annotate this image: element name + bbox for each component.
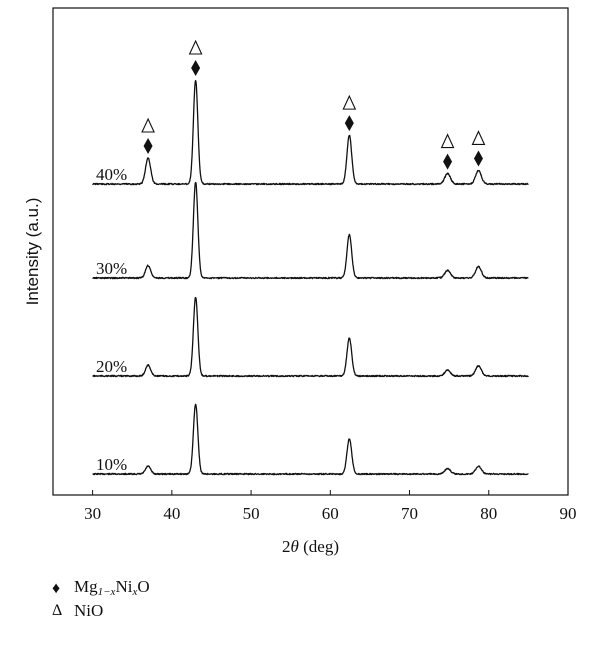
series-line-10pct — [92, 403, 529, 476]
triangle-marker-3 — [440, 133, 455, 149]
series-line-30pct — [92, 181, 529, 280]
triangle-marker-4 — [471, 130, 486, 146]
series-label-40pct: 40% — [96, 165, 127, 184]
x-tick-label-70: 70 — [401, 504, 418, 523]
x-tick-label-60: 60 — [322, 504, 339, 523]
legend: ♦ Mg1−xNixO Δ NiO — [52, 576, 150, 622]
legend-item-nio: Δ NiO — [52, 600, 150, 622]
triangle-marker-2 — [342, 94, 357, 110]
diamond-icon: ♦ — [52, 580, 61, 597]
diamond-marker-0 — [143, 138, 153, 154]
series-line-40pct — [92, 79, 529, 186]
x-tick-label-80: 80 — [480, 504, 497, 523]
diamond-marker-2 — [344, 115, 354, 132]
x-axis-label: 2θ (deg) — [282, 537, 339, 556]
diamond-marker-4 — [473, 150, 483, 167]
diamond-marker-3 — [443, 153, 453, 170]
triangle-marker-1 — [188, 39, 203, 55]
x-tick-label-50: 50 — [243, 504, 260, 523]
series-label-10pct: 10% — [96, 455, 127, 474]
legend-item-mgnio: ♦ Mg1−xNixO — [52, 576, 150, 600]
series-label-20pct: 20% — [96, 357, 127, 376]
series-line-20pct — [92, 296, 529, 378]
diamond-marker-1 — [191, 60, 201, 76]
x-tick-label-90: 90 — [560, 504, 577, 523]
series-label-30pct: 30% — [96, 259, 127, 278]
triangle-marker-0 — [141, 117, 155, 133]
legend-label-nio: NiO — [74, 601, 104, 620]
triangle-icon: Δ — [52, 602, 63, 619]
legend-label-mgnio: Mg1−xNixO — [74, 576, 150, 598]
x-tick-label-30: 30 — [84, 504, 101, 523]
plot-frame — [52, 7, 569, 496]
y-axis-label: Intensity (a.u.) — [23, 198, 42, 306]
x-tick-label-40: 40 — [163, 504, 180, 523]
